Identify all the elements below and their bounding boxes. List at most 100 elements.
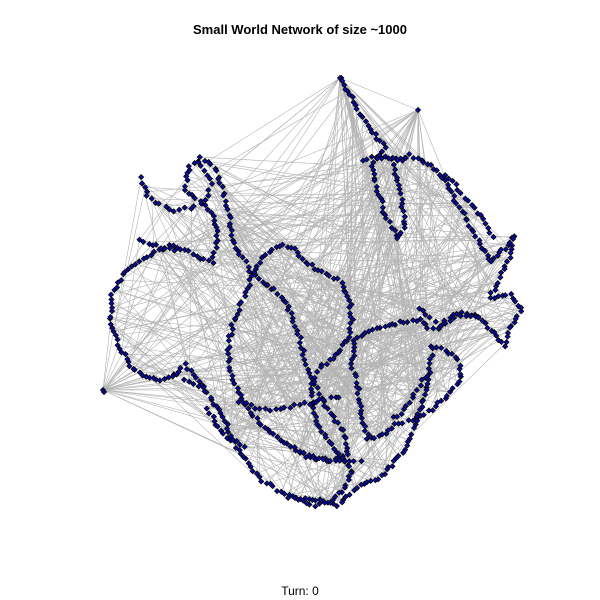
network-node <box>245 460 252 467</box>
network-edge <box>213 252 479 318</box>
network-node <box>226 364 233 371</box>
network-node <box>241 443 248 450</box>
network-node <box>402 402 410 410</box>
network-node <box>312 503 319 510</box>
network-node <box>450 314 458 321</box>
network-node <box>334 275 341 282</box>
network-node <box>406 150 413 158</box>
network-node <box>227 355 234 362</box>
network-node <box>229 326 236 333</box>
network-node <box>226 344 233 351</box>
network-node <box>392 166 399 173</box>
network-node <box>323 361 331 368</box>
network-node <box>256 405 263 412</box>
network-node <box>351 352 358 359</box>
network-node <box>327 356 334 363</box>
network-node <box>462 195 469 202</box>
network-edge <box>141 183 320 400</box>
network-node <box>484 324 491 332</box>
network-node <box>231 239 238 246</box>
network-edge <box>240 453 349 477</box>
network-node <box>365 431 372 438</box>
network-edge <box>236 234 400 442</box>
network-node <box>491 295 498 302</box>
network-node <box>358 458 365 465</box>
network-node <box>389 320 396 328</box>
network-node <box>246 276 253 283</box>
network-node <box>482 220 489 227</box>
network-edge <box>312 169 396 408</box>
network-edge <box>271 158 382 290</box>
network-node <box>170 242 177 249</box>
network-edge <box>174 160 364 251</box>
network-node <box>370 435 378 442</box>
network-edge <box>119 257 511 350</box>
network-edge <box>346 109 419 342</box>
network-node <box>342 493 349 500</box>
network-edge <box>102 301 242 391</box>
network-edge <box>135 264 225 422</box>
network-edge <box>373 162 476 315</box>
network-node <box>390 161 398 168</box>
network-node <box>390 457 397 464</box>
network-node <box>492 287 499 294</box>
network-edge <box>164 114 361 380</box>
network-node <box>208 209 215 216</box>
network-node <box>456 204 463 211</box>
network-node <box>482 320 489 327</box>
network-edge <box>158 203 513 238</box>
network-node <box>481 247 489 255</box>
network-node <box>480 215 487 222</box>
network-node <box>114 336 121 343</box>
network-node <box>504 333 511 340</box>
network-node <box>461 210 468 217</box>
network-node <box>324 405 331 412</box>
network-node <box>170 208 177 215</box>
network-node <box>207 394 215 401</box>
network-node <box>463 216 470 224</box>
network-node <box>140 238 147 245</box>
network-node <box>506 324 513 331</box>
network-node <box>447 317 454 325</box>
network-node <box>235 399 242 406</box>
network-node <box>155 200 162 207</box>
network-node <box>380 140 387 147</box>
network-node <box>382 153 389 160</box>
network-node <box>361 427 368 435</box>
network-node <box>214 423 221 430</box>
network-node <box>161 245 168 252</box>
network-edge <box>281 164 429 492</box>
network-node <box>126 363 133 370</box>
network-node <box>281 439 288 446</box>
network-node <box>427 161 435 169</box>
network-edge <box>217 426 369 435</box>
network-node <box>447 388 454 396</box>
network-edge <box>309 294 506 505</box>
network-node <box>415 155 422 162</box>
network-node <box>400 208 407 215</box>
network-node <box>306 370 313 377</box>
network-edge <box>239 114 361 445</box>
network-node <box>255 275 262 282</box>
network-node <box>476 240 484 247</box>
network-edge <box>344 438 375 462</box>
network-node <box>339 341 346 348</box>
network-edge <box>371 132 388 470</box>
network-node <box>399 157 406 164</box>
network-node <box>255 420 263 427</box>
network-edge <box>229 255 489 372</box>
network-node <box>195 159 202 166</box>
network-node <box>321 402 328 410</box>
network-node <box>340 426 347 433</box>
network-edge <box>215 203 403 244</box>
network-node <box>303 500 310 507</box>
network-node <box>239 254 246 261</box>
network-edge <box>325 257 511 438</box>
network-edge <box>121 280 514 299</box>
network-edge <box>176 304 352 375</box>
network-node <box>166 206 173 213</box>
network-edge <box>208 161 515 323</box>
network-node <box>346 491 353 498</box>
network-node <box>288 310 295 317</box>
network-node <box>130 365 137 373</box>
